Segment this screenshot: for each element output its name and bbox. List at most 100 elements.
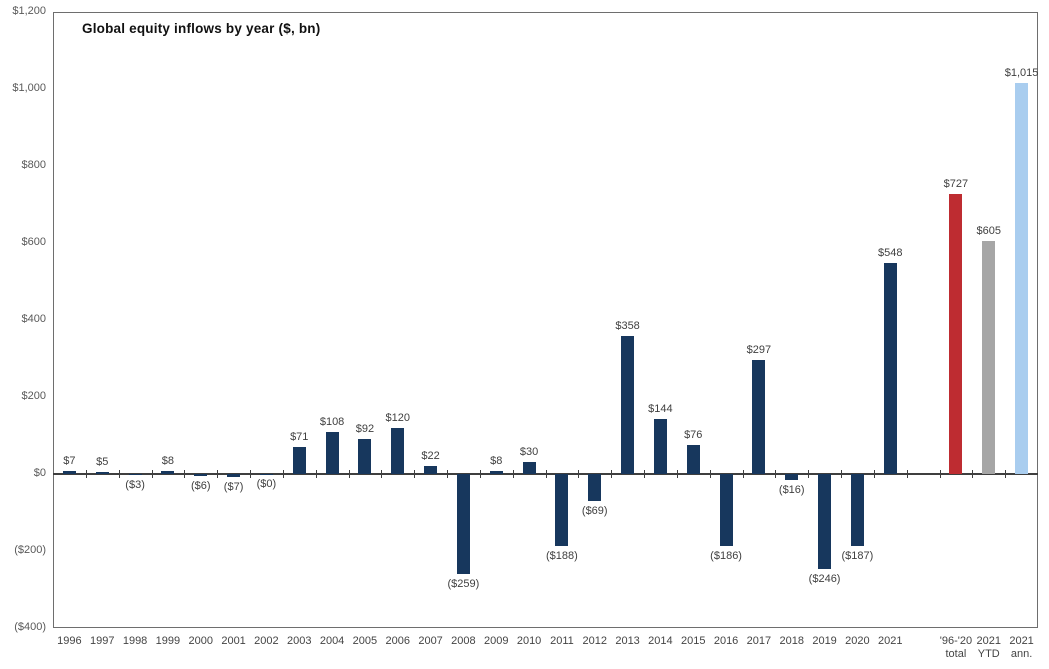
x-axis-label: 2005 xyxy=(352,635,378,647)
axis-tick xyxy=(644,470,645,478)
bar-1996 xyxy=(62,471,76,474)
axis-tick xyxy=(118,470,120,478)
bar-2018 xyxy=(785,474,799,481)
axis-tick xyxy=(479,470,481,478)
plot-area xyxy=(53,12,1038,628)
bar-2006 xyxy=(391,427,405,474)
x-axis-label: 2006 xyxy=(385,635,410,647)
axis-tick xyxy=(709,470,711,478)
y-axis-label: $200 xyxy=(21,390,46,402)
axis-tick xyxy=(85,470,87,478)
y-axis-label: $800 xyxy=(21,159,46,171)
bar-2007 xyxy=(424,465,438,474)
bar-value-label: $76 xyxy=(684,428,703,441)
x-axis-label: 2019 xyxy=(812,635,837,647)
x-axis-label: 2012 xyxy=(582,635,607,647)
axis-tick xyxy=(184,470,186,478)
chart-title: Global equity inflows by year ($, bn) xyxy=(82,21,321,36)
bar-value-label: ($246) xyxy=(808,572,841,585)
axis-tick xyxy=(545,470,547,478)
axis-tick xyxy=(151,470,153,478)
bar-value-label: ($3) xyxy=(125,479,145,492)
bar-2019 xyxy=(818,474,832,569)
bar-value-label: $358 xyxy=(615,320,640,333)
bar-value-label: ($7) xyxy=(223,480,244,493)
y-axis-label: $1,200 xyxy=(12,5,46,17)
bar-2014 xyxy=(653,418,667,474)
axis-tick xyxy=(972,470,974,478)
bar-value-label: $92 xyxy=(355,422,375,435)
x-axis-label: 2013 xyxy=(615,635,640,647)
x-axis-label: 2017 xyxy=(746,635,772,647)
bar-2008 xyxy=(456,474,470,574)
bar-2013 xyxy=(621,336,635,474)
axis-tick xyxy=(676,470,678,478)
y-axis-label: ($400) xyxy=(14,621,46,633)
axis-tick xyxy=(282,470,284,478)
axis-tick xyxy=(841,470,842,478)
x-axis-label: 2004 xyxy=(319,635,345,647)
bar-value-label: $605 xyxy=(976,225,1001,238)
bar-2021 xyxy=(883,263,897,474)
x-axis-label: 1996 xyxy=(57,635,82,647)
axis-tick xyxy=(906,470,908,478)
x-axis-label: '96-'20 total xyxy=(939,635,973,660)
axis-tick xyxy=(873,470,875,478)
bar-2021-YTD xyxy=(982,241,996,474)
x-axis-label: 2009 xyxy=(484,635,509,647)
bar-value-label: $71 xyxy=(290,430,309,443)
x-axis-label: 2021 ann. xyxy=(1009,635,1034,660)
bar-value-label: ($6) xyxy=(190,480,211,493)
bar-2015 xyxy=(686,444,700,474)
y-axis-label: ($200) xyxy=(14,544,46,556)
axis-tick xyxy=(315,470,317,478)
bar-1998 xyxy=(128,474,142,476)
axis-tick xyxy=(217,470,219,478)
bar-2021-ann. xyxy=(1015,83,1029,474)
bar-value-label: ($69) xyxy=(581,504,608,517)
x-axis-label: 2001 xyxy=(221,635,246,647)
bar-2005 xyxy=(358,438,372,474)
y-axis-label: $1,000 xyxy=(12,82,46,94)
x-axis-label: 1999 xyxy=(155,635,181,647)
bar-value-label: $7 xyxy=(63,455,76,468)
axis-tick xyxy=(348,470,350,478)
bar-value-label: $8 xyxy=(161,454,175,467)
bar-value-label: ($16) xyxy=(778,484,805,497)
x-axis-label: 2002 xyxy=(254,635,279,647)
y-axis-label: $0 xyxy=(33,467,46,479)
bar-value-label: $297 xyxy=(746,343,772,356)
axis-tick xyxy=(742,470,744,478)
x-axis-label: 1997 xyxy=(90,635,115,647)
bar-2011 xyxy=(555,474,569,547)
axis-tick xyxy=(1005,470,1007,478)
axis-tick xyxy=(250,470,251,478)
bar-2004 xyxy=(325,432,339,474)
x-axis-label: 2011 xyxy=(550,635,574,647)
bar-2016 xyxy=(719,474,733,546)
y-axis-label: $400 xyxy=(21,313,46,325)
bar-2002 xyxy=(259,474,273,475)
x-axis-label: 2007 xyxy=(418,635,443,647)
bar-2000 xyxy=(194,474,208,477)
axis-tick xyxy=(578,470,580,478)
bar-value-label: $144 xyxy=(648,402,673,415)
bar-value-label: $30 xyxy=(519,446,539,459)
bar-2003 xyxy=(292,446,306,474)
bar-2017 xyxy=(752,359,766,474)
x-axis-label: 2000 xyxy=(188,635,213,647)
bar-2010 xyxy=(522,462,536,474)
bar-2012 xyxy=(588,474,602,501)
axis-tick xyxy=(611,470,613,478)
bar-value-label: ($259) xyxy=(447,577,480,590)
x-axis-label: 2018 xyxy=(779,635,804,647)
axis-tick xyxy=(381,470,383,478)
x-axis-label: 2015 xyxy=(681,635,706,647)
bar-'96-'20-total xyxy=(949,194,963,474)
bar-value-label: ($187) xyxy=(841,549,874,562)
bar-2001 xyxy=(227,474,241,477)
axis-tick xyxy=(808,470,810,478)
bar-value-label: $120 xyxy=(385,411,410,424)
bar-1999 xyxy=(161,470,175,474)
bar-value-label: $22 xyxy=(421,449,440,462)
